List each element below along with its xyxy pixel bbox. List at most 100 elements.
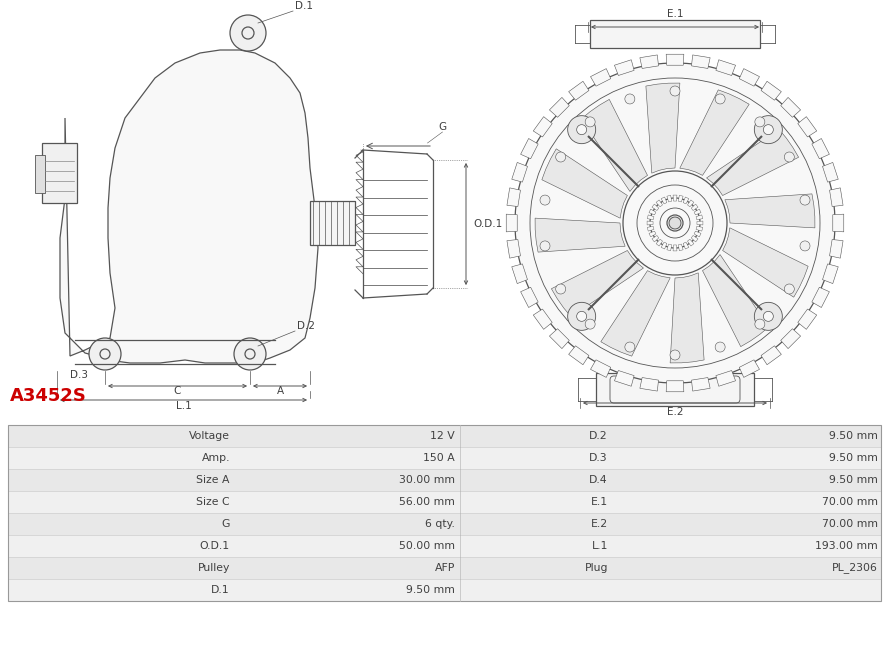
Text: O.D.1: O.D.1 <box>200 541 230 551</box>
Text: D.1: D.1 <box>295 1 313 11</box>
Polygon shape <box>542 149 628 218</box>
Polygon shape <box>640 55 659 68</box>
Polygon shape <box>649 209 656 215</box>
Text: D.1: D.1 <box>212 585 230 595</box>
Text: D.4: D.4 <box>589 475 608 485</box>
Polygon shape <box>656 200 662 207</box>
Circle shape <box>764 124 773 135</box>
Text: Amp.: Amp. <box>202 453 230 463</box>
Polygon shape <box>829 240 843 258</box>
Polygon shape <box>507 240 520 258</box>
Polygon shape <box>647 221 653 225</box>
Circle shape <box>556 152 565 162</box>
Circle shape <box>755 302 782 330</box>
Bar <box>8 447 881 469</box>
Text: Pulley: Pulley <box>197 563 230 573</box>
Polygon shape <box>797 116 817 137</box>
Text: 9.50 mm: 9.50 mm <box>829 475 878 485</box>
Polygon shape <box>646 83 680 173</box>
Polygon shape <box>647 226 654 231</box>
Polygon shape <box>670 273 704 363</box>
Polygon shape <box>667 244 671 251</box>
Text: 70.00 mm: 70.00 mm <box>822 497 878 507</box>
Polygon shape <box>551 251 644 316</box>
Polygon shape <box>692 55 710 68</box>
Text: 12 V: 12 V <box>430 431 455 441</box>
Circle shape <box>585 117 595 127</box>
Polygon shape <box>549 97 569 117</box>
Polygon shape <box>533 309 552 330</box>
Polygon shape <box>590 360 611 378</box>
Bar <box>596 373 754 406</box>
Polygon shape <box>673 245 677 251</box>
Circle shape <box>625 342 635 352</box>
Polygon shape <box>694 231 701 237</box>
Bar <box>8 579 881 601</box>
Polygon shape <box>647 215 654 220</box>
Polygon shape <box>833 214 844 232</box>
Polygon shape <box>692 378 710 391</box>
Polygon shape <box>666 381 684 392</box>
Polygon shape <box>822 264 838 284</box>
Polygon shape <box>614 60 634 76</box>
Polygon shape <box>716 60 735 76</box>
Text: AFP: AFP <box>435 563 455 573</box>
Text: 30.00 mm: 30.00 mm <box>399 475 455 485</box>
Circle shape <box>715 342 725 352</box>
Bar <box>8 469 881 491</box>
Circle shape <box>530 78 820 368</box>
Bar <box>590 20 760 48</box>
Polygon shape <box>652 204 659 211</box>
Polygon shape <box>652 236 659 242</box>
Text: 6 qty.: 6 qty. <box>425 519 455 529</box>
Text: E.2: E.2 <box>667 407 684 417</box>
Polygon shape <box>740 360 759 378</box>
Polygon shape <box>683 197 689 204</box>
Polygon shape <box>667 195 671 202</box>
Polygon shape <box>680 90 749 176</box>
Polygon shape <box>535 218 625 252</box>
Circle shape <box>234 338 266 370</box>
Circle shape <box>715 94 725 104</box>
Circle shape <box>755 319 765 329</box>
Polygon shape <box>781 97 801 117</box>
Polygon shape <box>822 163 838 182</box>
Circle shape <box>585 319 595 329</box>
Text: L.1: L.1 <box>591 541 608 551</box>
Text: Voltage: Voltage <box>189 431 230 441</box>
Polygon shape <box>581 99 647 191</box>
Circle shape <box>568 116 596 143</box>
Polygon shape <box>694 209 701 215</box>
Polygon shape <box>507 188 520 207</box>
Polygon shape <box>781 329 801 349</box>
Polygon shape <box>687 240 694 246</box>
Text: L.1: L.1 <box>176 401 191 411</box>
Polygon shape <box>533 116 552 137</box>
Text: Size C: Size C <box>196 497 230 507</box>
Text: 193.00 mm: 193.00 mm <box>815 541 878 551</box>
Text: E.1: E.1 <box>591 497 608 507</box>
Circle shape <box>577 311 587 321</box>
Bar <box>8 425 881 601</box>
Polygon shape <box>512 163 527 182</box>
Polygon shape <box>666 54 684 65</box>
Circle shape <box>800 195 810 205</box>
Polygon shape <box>512 264 527 284</box>
Circle shape <box>625 94 635 104</box>
Text: 56.00 mm: 56.00 mm <box>399 497 455 507</box>
Polygon shape <box>521 138 538 159</box>
Bar <box>8 491 881 513</box>
Polygon shape <box>678 195 683 202</box>
Polygon shape <box>60 50 318 363</box>
Circle shape <box>670 350 680 360</box>
Text: D.3: D.3 <box>70 370 88 380</box>
Polygon shape <box>692 204 698 211</box>
Text: PL_2306: PL_2306 <box>832 563 878 574</box>
Polygon shape <box>673 195 677 201</box>
Polygon shape <box>614 370 634 386</box>
Text: 50.00 mm: 50.00 mm <box>399 541 455 551</box>
Circle shape <box>784 284 794 294</box>
Text: O.D.1: O.D.1 <box>473 219 502 229</box>
Polygon shape <box>812 288 829 307</box>
Polygon shape <box>797 309 817 330</box>
